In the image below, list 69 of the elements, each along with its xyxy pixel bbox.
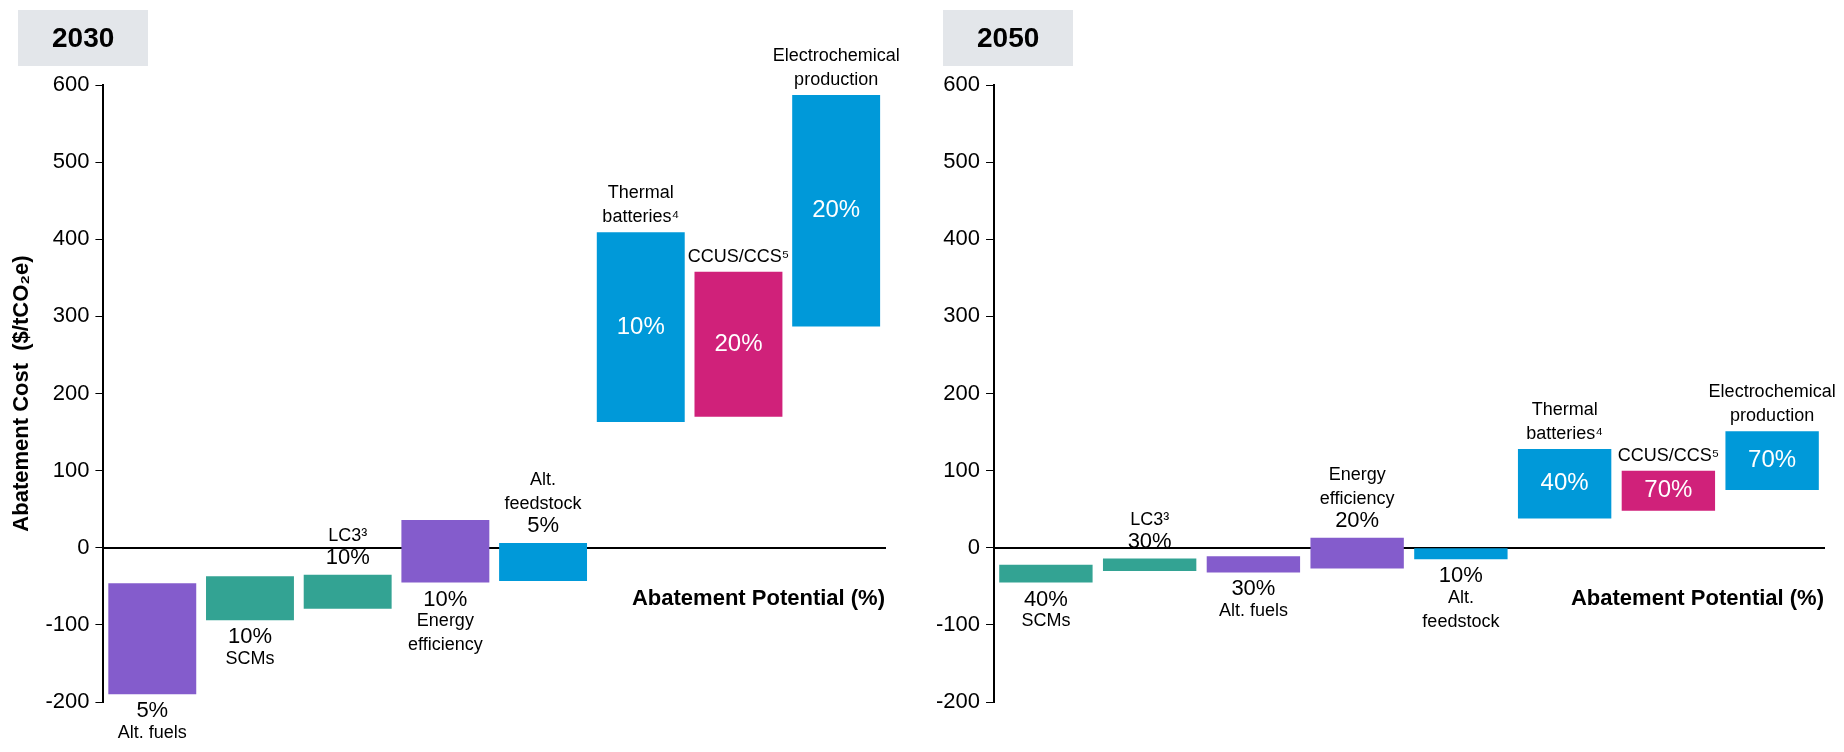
x-tick-label: Energy efficiency [408,610,483,655]
y-tick-label: 100 [52,456,90,482]
bar [1206,556,1301,573]
x-tick-label: SCMs [1021,610,1071,631]
y-tick-label: -100 [45,610,90,636]
x-tick-label: Thermal batteries⁴ [602,182,680,227]
bar [499,543,588,581]
y-tick-label: 500 [943,148,981,174]
y-tick-label: -200 [45,688,90,714]
bar [792,95,881,327]
y-tick-label: 500 [52,148,90,174]
x-tick-label: SCMs [225,648,275,669]
x-tick-label: Energy efficiency [1319,463,1395,508]
annotation: 10% [325,543,370,569]
x-axis-title: Abatement Potential (%) [631,584,885,610]
x-tick-label: LC3³ [1130,508,1170,529]
y-tick-label: 100 [943,456,981,482]
annotation: 10% [423,585,468,611]
y-tick-label: 400 [52,225,90,251]
annotation: 20% [1335,506,1380,532]
y-tick-label: 200 [52,379,90,405]
annotation: 70% [1644,475,1693,503]
annotation: 70% [1748,445,1797,473]
annotation: 30% [1231,575,1276,601]
annotation: 10% [1438,562,1483,588]
bar [999,564,1093,583]
y-tick-label: -100 [935,610,981,636]
x-tick-label: LC3³ [328,524,368,545]
y-tick-label: 0 [967,533,981,559]
annotation: 40% [1540,468,1589,496]
bar [401,519,490,583]
bar [206,576,294,621]
bar [108,583,197,695]
bar [1725,431,1819,490]
annotation: 40% [1023,585,1068,611]
annotation: 10% [616,311,665,339]
y-tick-label: -200 [935,688,981,714]
x-tick-label: Alt. feedstock [1422,587,1501,632]
chart-title: 2050 [943,10,1074,66]
bar [596,232,685,423]
x-tick-label: Electrochemical production [772,44,900,89]
x-axis-title: Abatement Potential (%) [1570,584,1824,610]
annotation: 5% [136,697,169,723]
annotation: 20% [812,195,861,223]
x-tick-label: Alt. fuels [117,722,187,743]
x-tick-label: Electrochemical production [1708,381,1836,426]
annotation: 5% [527,512,559,538]
x-tick-label: CCUS/CCS⁵ [1617,444,1720,465]
annotation: 20% [714,328,763,356]
bar [694,271,783,417]
bar [1517,449,1612,519]
y-tick-label: 400 [943,225,981,251]
x-tick-label: Alt. feedstock [504,469,583,514]
y-tick-label: 0 [77,533,90,559]
bar [1414,548,1508,560]
y-tick-label: 600 [943,71,981,97]
y-tick-label: 300 [52,302,90,328]
chart-title: 2030 [18,10,149,66]
x-tick-label: Alt. fuels [1218,600,1288,621]
bar [1102,558,1197,571]
bar [1310,537,1404,569]
annotation: 10% [227,623,272,649]
x-tick-label: CCUS/CCS⁵ [687,245,790,266]
y-tick-label: 200 [943,379,981,405]
bar [303,574,392,609]
x-tick-label: Thermal batteries⁴ [1526,399,1604,443]
y-axis-title: Abatement Cost ($/tCO₂e) [8,255,34,532]
y-tick-label: 300 [943,302,981,328]
y-tick-label: 600 [52,71,90,97]
